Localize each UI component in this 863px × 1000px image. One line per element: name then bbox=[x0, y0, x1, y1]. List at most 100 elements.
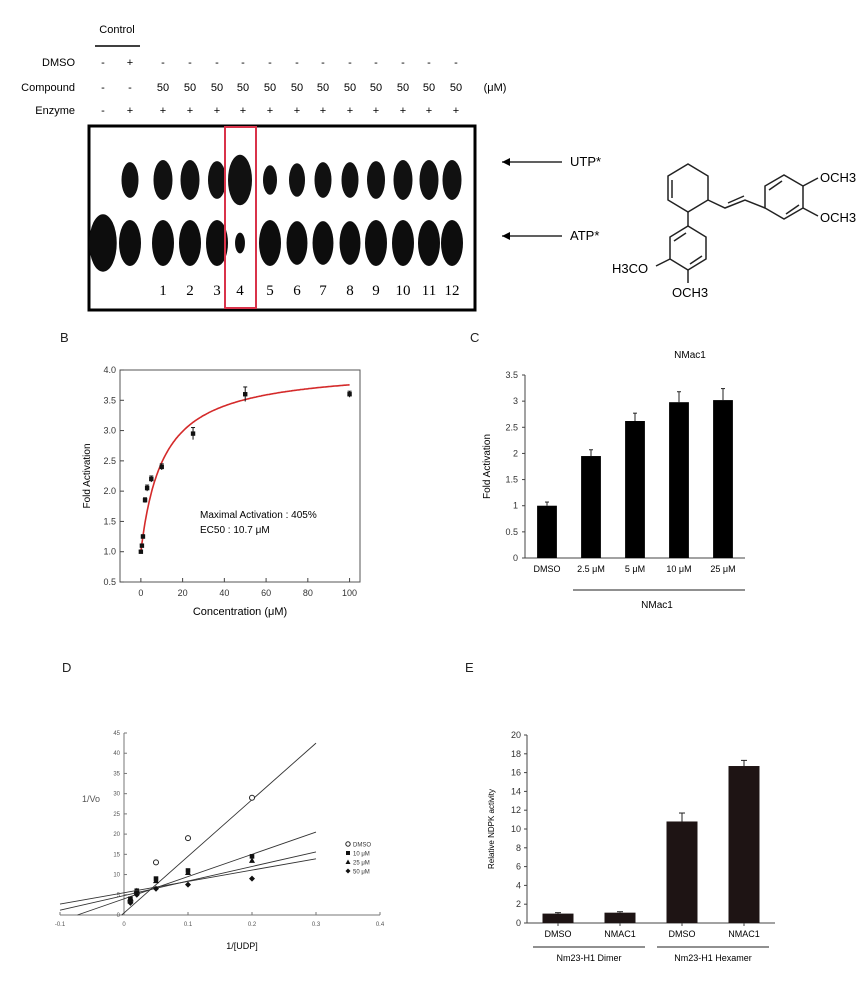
fit-line-10-μM bbox=[77, 831, 317, 916]
data-point bbox=[347, 392, 352, 397]
atp-spot bbox=[392, 220, 414, 266]
right-aryl-db1 bbox=[768, 180, 783, 191]
y-tick-label: 0 bbox=[117, 913, 121, 919]
atp-spot bbox=[119, 220, 141, 266]
y-tick-label: 0 bbox=[516, 918, 521, 928]
vinyl-linker bbox=[707, 199, 766, 209]
category-label: DMSO bbox=[534, 564, 561, 574]
utp-spot bbox=[180, 160, 200, 200]
data-point bbox=[190, 431, 196, 436]
row-value: - bbox=[215, 57, 219, 69]
atp-spot bbox=[179, 220, 201, 266]
atp-spot bbox=[89, 214, 117, 272]
row-value: - bbox=[101, 82, 105, 94]
data-point bbox=[142, 498, 148, 503]
x-tick-label: 60 bbox=[261, 588, 271, 598]
lane-number: 9 bbox=[372, 283, 380, 299]
row-value: 50 bbox=[344, 82, 356, 94]
row-value: 50 bbox=[184, 82, 196, 94]
fit-line-DMSO bbox=[121, 742, 317, 916]
x-tick-label: 0.3 bbox=[312, 922, 321, 928]
row-value: + bbox=[426, 105, 432, 117]
chart-e: 0 2 4 6 8 10 12 14 16 18 20 Relative NDPK activity D… bbox=[487, 730, 775, 963]
right-ome-bond2 bbox=[802, 207, 819, 217]
x-tick-label: 0.1 bbox=[184, 922, 193, 928]
vinyl-double bbox=[727, 195, 745, 204]
y-tick-label: 40 bbox=[113, 751, 120, 757]
y-tick-label: 3.5 bbox=[505, 370, 518, 380]
row-value: + bbox=[320, 105, 326, 117]
y-tick-label: 2.0 bbox=[103, 486, 116, 496]
y-tick-label: 10 bbox=[113, 873, 120, 879]
atp-spot bbox=[259, 220, 281, 266]
legend-marker bbox=[346, 851, 350, 855]
y-tick-label: 2.5 bbox=[505, 422, 518, 432]
y-tick-label: 2.5 bbox=[103, 456, 116, 466]
atp-spot bbox=[339, 221, 361, 265]
category-label: 25 μM bbox=[710, 564, 735, 574]
row-value: - bbox=[427, 57, 431, 69]
row-value: + bbox=[347, 105, 353, 117]
row-label-enzyme: Enzyme bbox=[35, 105, 75, 117]
row-value: + bbox=[127, 57, 133, 69]
data-point bbox=[140, 534, 146, 539]
panel-a: Control DMSO - + - - - - - - - - - - - - Compound - - 50 50 5… bbox=[0, 0, 863, 320]
y-tick-label: 1 bbox=[513, 501, 518, 511]
panel-letter-b: B bbox=[60, 330, 69, 345]
data-point bbox=[159, 464, 164, 470]
data-point bbox=[144, 485, 150, 491]
bar bbox=[537, 505, 557, 558]
panel-letter-e: E bbox=[465, 660, 474, 675]
row-value: 50 bbox=[237, 82, 249, 94]
atp-spot bbox=[365, 220, 387, 266]
lane-number: 8 bbox=[346, 283, 354, 299]
fit-line-50-μM bbox=[59, 858, 317, 905]
y-tick-label: 1.5 bbox=[103, 516, 116, 526]
bar bbox=[625, 421, 645, 558]
chart-c: NMac1 0 0.5 1 1.5 2 2.5 3 3.5 Fold Activation DMSO… bbox=[482, 350, 745, 611]
row-value: + bbox=[214, 105, 220, 117]
x-tick-label: 0 bbox=[122, 922, 126, 928]
y-axis-label: 1/Vo bbox=[82, 794, 100, 804]
group-h3co: H3CO bbox=[612, 261, 648, 276]
right-aryl-ring bbox=[764, 174, 804, 220]
y-tick-label: 35 bbox=[113, 771, 120, 777]
x-tick-label: 20 bbox=[178, 588, 188, 598]
row-unit: (μM) bbox=[484, 82, 507, 94]
utp-spot bbox=[367, 161, 385, 199]
data-point bbox=[153, 885, 159, 892]
legend-label: 50 μM bbox=[353, 870, 370, 876]
data-point bbox=[138, 549, 144, 554]
x-axis-label: Concentration (μM) bbox=[193, 606, 287, 618]
data-point bbox=[127, 899, 134, 906]
lane-number: 7 bbox=[319, 283, 327, 299]
cyclohexene-ring bbox=[667, 163, 709, 213]
utp-spot bbox=[419, 160, 439, 200]
data-point bbox=[153, 877, 159, 884]
utp-spot bbox=[341, 162, 359, 198]
row-value: - bbox=[188, 57, 192, 69]
y-tick-label: 16 bbox=[511, 768, 521, 778]
atp-spot bbox=[286, 221, 308, 265]
row-value: 50 bbox=[317, 82, 329, 94]
data-point bbox=[249, 857, 255, 863]
y-tick-label: 2 bbox=[516, 899, 521, 909]
chart-b: 0.5 1.0 1.5 2.0 2.5 3.0 3.5 4.0 0 20 40 60 80 100 Conc… bbox=[82, 365, 361, 618]
category-label: 10 μM bbox=[666, 564, 691, 574]
row-value: 50 bbox=[157, 82, 169, 94]
y-axis-label: Fold Activation bbox=[482, 434, 493, 499]
gel-panel-svg: Control DMSO - + - - - - - - - - - - - - Compound - - 50 50 5… bbox=[21, 24, 856, 312]
highlight-lane-box bbox=[224, 126, 257, 309]
category-label: NMAC1 bbox=[728, 929, 760, 939]
lane-number: 12 bbox=[445, 283, 460, 299]
group-och3-1: OCH3 bbox=[820, 170, 856, 185]
y-tick-label: 3.5 bbox=[103, 395, 116, 405]
legend-marker bbox=[345, 841, 351, 847]
row-value: - bbox=[454, 57, 458, 69]
x-tick-label: 100 bbox=[342, 588, 357, 598]
data-point bbox=[249, 854, 255, 859]
data-point bbox=[153, 859, 159, 866]
row-label-dmso: DMSO bbox=[42, 57, 75, 69]
category-label: DMSO bbox=[669, 929, 696, 939]
row-value: + bbox=[187, 105, 193, 117]
